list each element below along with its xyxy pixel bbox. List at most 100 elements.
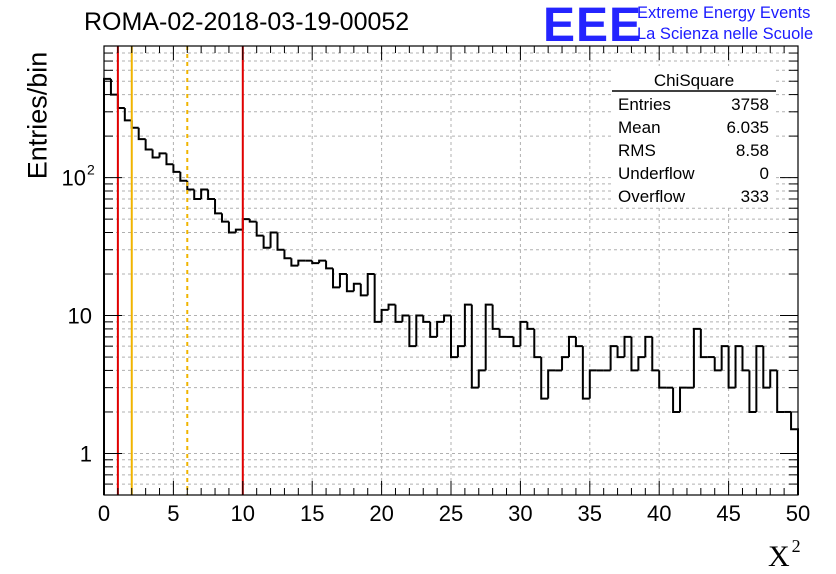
histogram-bin (616, 346, 625, 359)
histogram-bin (103, 77, 111, 495)
x-tick-label: 0 (98, 501, 110, 526)
histogram-bin (130, 120, 139, 129)
histogram-bin (547, 369, 556, 399)
histogram-bin (394, 304, 403, 323)
histogram-bin (269, 231, 278, 248)
histogram-bin (651, 336, 660, 372)
x-tick-label: 45 (716, 501, 740, 526)
histogram-bin (477, 369, 486, 388)
histogram-bin (581, 346, 590, 400)
histogram-bin (720, 345, 729, 371)
histogram-bin (332, 268, 340, 289)
histogram-bin (234, 228, 243, 233)
histogram-bin (512, 336, 521, 348)
histogram-bin (692, 327, 701, 388)
histogram-bin (144, 139, 153, 151)
histogram-bin (186, 180, 195, 191)
histogram-bin (450, 315, 458, 359)
histogram-bin (519, 320, 528, 347)
histogram-bin (359, 283, 368, 297)
stats-title: ChiSquare (654, 71, 734, 90)
histogram-bin (262, 235, 271, 249)
histogram-bin (220, 213, 229, 223)
brand-line-1: Extreme Energy Events (637, 4, 811, 22)
stats-label: Entries (618, 95, 671, 114)
x-tick-label: 10 (231, 501, 255, 526)
x-axis-label-superscript: 2 (791, 536, 801, 556)
y-tick-label: 10 (62, 166, 86, 191)
histogram-bin (352, 282, 361, 292)
histogram-bin (116, 94, 125, 109)
histogram-bin (345, 274, 354, 293)
histogram-bin (679, 386, 687, 412)
histogram-bin (630, 336, 639, 372)
histogram-bin (325, 260, 334, 270)
stats-value: 0 (760, 164, 769, 183)
x-tick-label: 25 (439, 501, 463, 526)
histogram-bin (699, 328, 708, 359)
stats-value: 8.58 (736, 141, 769, 160)
chart-title: ROMA-02-2018-03-19-00052 (84, 8, 410, 36)
histogram-bin (734, 345, 743, 388)
x-axis-label-base: X (768, 540, 790, 573)
histogram-bin (137, 127, 146, 141)
histogram-bin (318, 259, 327, 264)
histogram-bin (200, 188, 209, 199)
histogram-bin (623, 335, 632, 358)
stats-value: 3758 (731, 95, 769, 114)
histogram-bin (193, 189, 202, 200)
histogram-bin (429, 321, 438, 338)
histogram-bin (366, 273, 375, 296)
histogram-bin (727, 346, 736, 389)
histogram-bin (227, 221, 236, 234)
histogram-bin (415, 314, 424, 347)
histogram-bin (276, 232, 285, 251)
x-tick-label: 5 (167, 501, 179, 526)
histogram-bin (484, 303, 493, 371)
histogram-bin (498, 328, 507, 338)
stats-label: Underflow (618, 164, 695, 183)
stats-label: RMS (618, 141, 656, 160)
histogram-bin (567, 335, 576, 358)
x-tick-label: 30 (508, 501, 532, 526)
histogram-bin (338, 273, 347, 288)
histogram-bin (533, 328, 542, 359)
histogram-bin (463, 303, 472, 347)
histogram-bin (401, 314, 410, 322)
x-tick-label: 50 (786, 501, 810, 526)
stats-value: 333 (741, 187, 769, 206)
histogram-bin (443, 314, 451, 322)
stats-value: 6.035 (726, 118, 769, 137)
histogram-bin (436, 320, 445, 337)
histogram-bin (158, 152, 167, 158)
histogram-bin (456, 345, 465, 358)
histogram-bin (748, 370, 757, 413)
histogram-bin (470, 304, 479, 389)
cut-lines (116, 46, 244, 495)
x-tick-label: 20 (369, 501, 393, 526)
histogram-bin (214, 198, 222, 215)
histogram-bin (574, 336, 583, 348)
histogram-bin (283, 249, 292, 260)
histogram-bin (561, 356, 569, 371)
stats-box: ChiSquare Entries 3758 Mean 6.035 RMS 8.58 Unde… (612, 66, 776, 206)
histogram-bin (380, 308, 389, 322)
eee-logo: EEE (543, 0, 643, 52)
histogram-bin (776, 370, 785, 413)
x-tick-label: 35 (578, 501, 602, 526)
histogram-bin (408, 315, 417, 348)
histogram-bin (297, 259, 306, 266)
histogram-bin (526, 321, 535, 330)
stats-label: Overflow (618, 187, 686, 206)
histogram-bin (540, 357, 549, 400)
histogram-bin (713, 357, 722, 372)
histogram-bin (609, 345, 618, 371)
stats-label: Mean (618, 118, 661, 137)
x-tick-label: 40 (647, 501, 671, 526)
histogram-bin (644, 335, 653, 358)
histogram-bin (179, 171, 188, 182)
y-tick-label-exponent: 2 (87, 162, 95, 178)
histogram-bin (387, 303, 396, 310)
histogram-bin (373, 274, 382, 323)
